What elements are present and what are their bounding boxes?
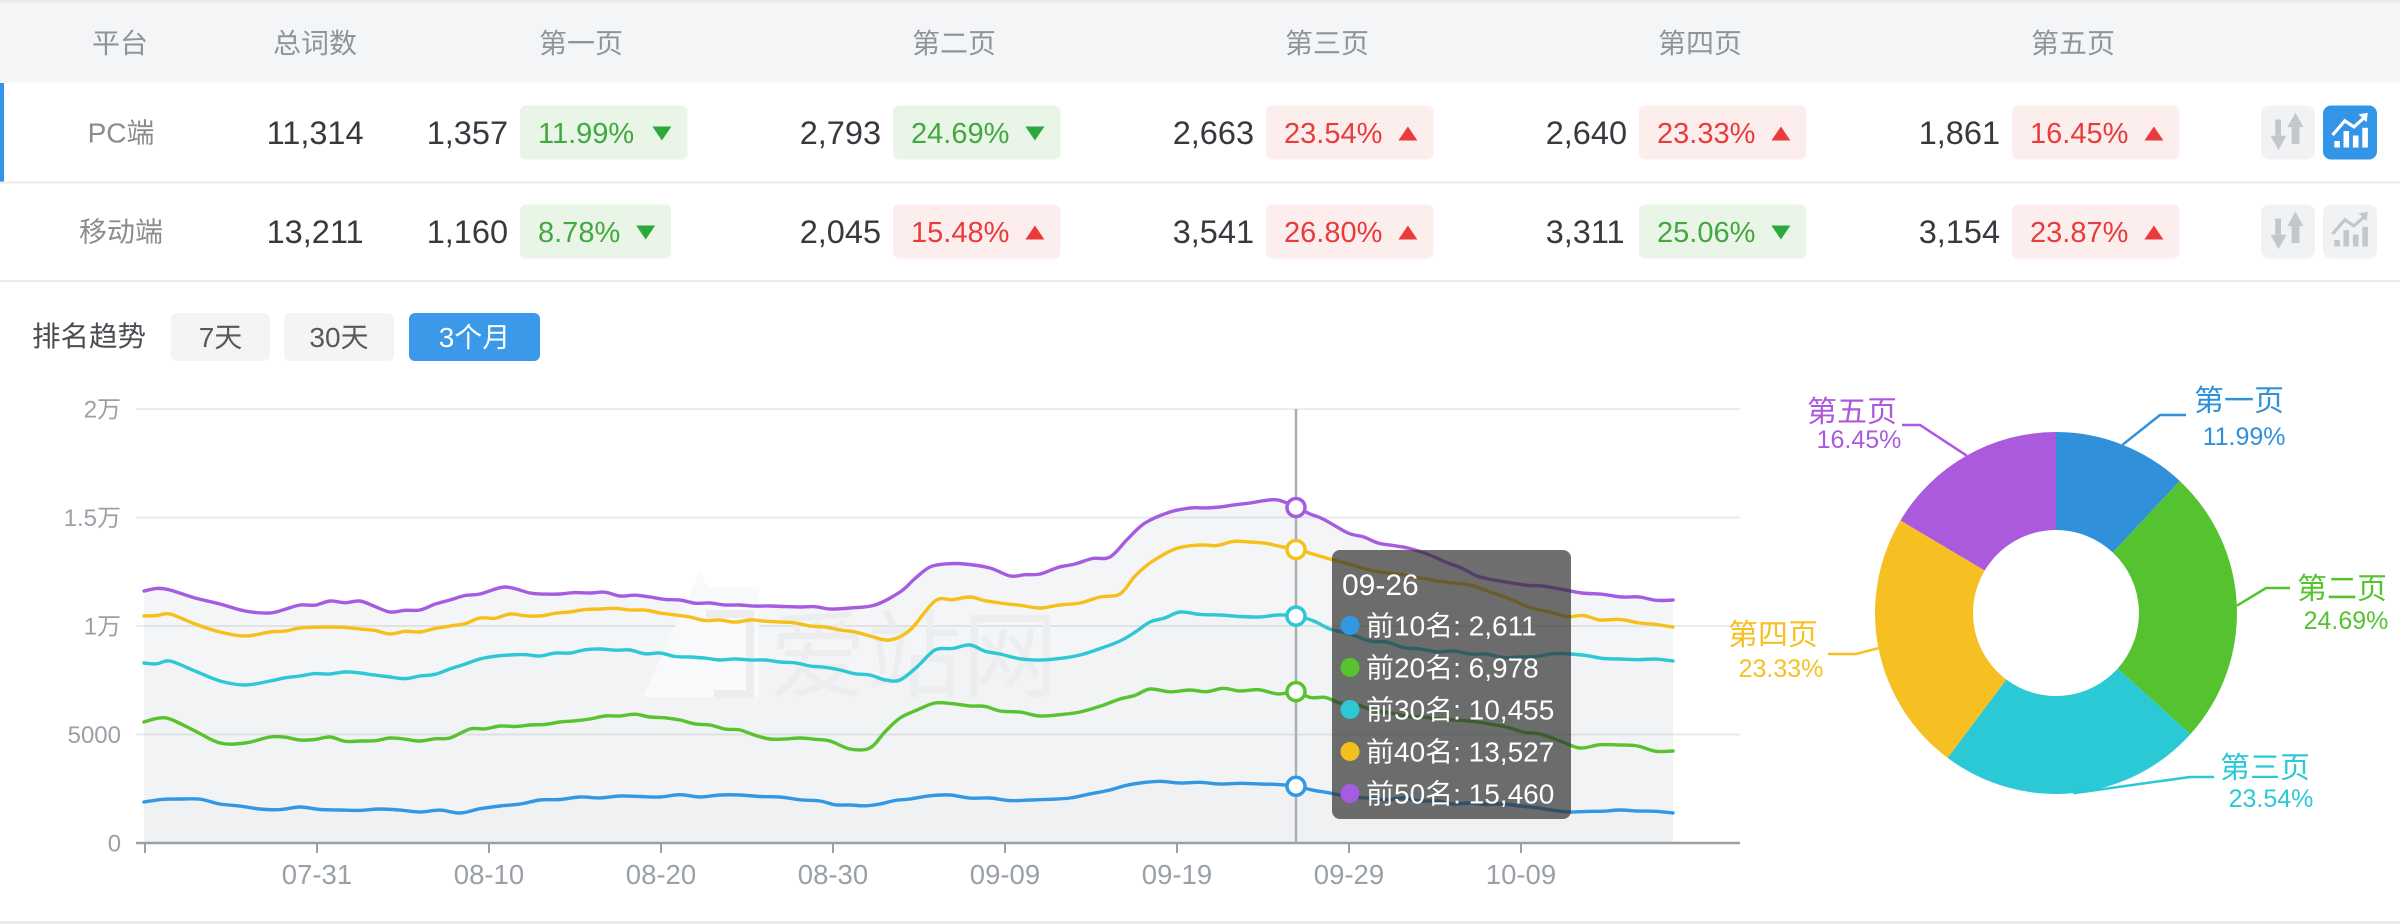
svg-text:PC: PC bbox=[88, 118, 127, 149]
svg-text:13,211: 13,211 bbox=[267, 214, 364, 250]
svg-text:07-31: 07-31 bbox=[282, 859, 352, 890]
svg-text:11.99%: 11.99% bbox=[2203, 423, 2286, 451]
svg-text:: 2,611: : 2,611 bbox=[1453, 611, 1537, 642]
svg-text:09-19: 09-19 bbox=[1142, 859, 1212, 890]
svg-text:0: 0 bbox=[108, 831, 121, 858]
svg-text:23.54%: 23.54% bbox=[2229, 785, 2314, 813]
svg-text:2,663: 2,663 bbox=[1173, 115, 1254, 151]
svg-text:1.5: 1.5 bbox=[64, 505, 97, 532]
svg-text:: 15,460: : 15,460 bbox=[1453, 779, 1554, 810]
svg-text:8.78%: 8.78% bbox=[538, 217, 620, 249]
svg-text:08-10: 08-10 bbox=[454, 859, 524, 890]
svg-text:: 6,978: : 6,978 bbox=[1453, 653, 1539, 684]
svg-text:3,154: 3,154 bbox=[1919, 214, 2000, 250]
svg-text:24.69%: 24.69% bbox=[2304, 607, 2389, 635]
svg-text:15.48%: 15.48% bbox=[911, 217, 1009, 249]
svg-text:1: 1 bbox=[84, 614, 97, 641]
svg-text:08-20: 08-20 bbox=[626, 859, 696, 890]
svg-text:20: 20 bbox=[1394, 653, 1425, 684]
svg-text:5000: 5000 bbox=[68, 722, 121, 749]
svg-text:09-09: 09-09 bbox=[970, 859, 1040, 890]
svg-text:23.54%: 23.54% bbox=[1284, 118, 1382, 150]
svg-text:11.99%: 11.99% bbox=[538, 118, 634, 150]
svg-text:30: 30 bbox=[1394, 695, 1425, 726]
svg-text:3,541: 3,541 bbox=[1173, 214, 1254, 250]
svg-text:23.33%: 23.33% bbox=[1657, 118, 1755, 150]
svg-text:2,640: 2,640 bbox=[1546, 115, 1627, 151]
svg-text:11,314: 11,314 bbox=[267, 115, 364, 151]
svg-text:24.69%: 24.69% bbox=[911, 118, 1009, 150]
svg-text:: 10,455: : 10,455 bbox=[1453, 695, 1554, 726]
svg-text:10: 10 bbox=[1394, 611, 1425, 642]
svg-text:25.06%: 25.06% bbox=[1657, 217, 1755, 249]
svg-text:2: 2 bbox=[84, 397, 97, 424]
svg-text:40: 40 bbox=[1394, 737, 1425, 768]
svg-text:26.80%: 26.80% bbox=[1284, 217, 1382, 249]
svg-text:16.45%: 16.45% bbox=[2030, 118, 2128, 150]
svg-text:1,861: 1,861 bbox=[1919, 115, 2000, 151]
svg-text:10-09: 10-09 bbox=[1486, 859, 1556, 890]
svg-text:1,357: 1,357 bbox=[427, 115, 508, 151]
svg-text:16.45%: 16.45% bbox=[1817, 426, 1902, 454]
svg-text:30: 30 bbox=[309, 322, 340, 353]
svg-text:09-26: 09-26 bbox=[1342, 569, 1419, 602]
svg-text:: 13,527: : 13,527 bbox=[1453, 737, 1554, 768]
svg-text:09-29: 09-29 bbox=[1314, 859, 1384, 890]
svg-text:7: 7 bbox=[199, 322, 215, 353]
svg-text:23.87%: 23.87% bbox=[2030, 217, 2128, 249]
svg-text:2,045: 2,045 bbox=[800, 214, 881, 250]
svg-text:23.33%: 23.33% bbox=[1739, 655, 1824, 683]
svg-text:08-30: 08-30 bbox=[798, 859, 868, 890]
svg-text:1,160: 1,160 bbox=[427, 214, 508, 250]
svg-text:3: 3 bbox=[439, 322, 455, 353]
svg-text:2,793: 2,793 bbox=[800, 115, 881, 151]
svg-text:50: 50 bbox=[1394, 779, 1425, 810]
svg-text:3,311: 3,311 bbox=[1546, 214, 1625, 250]
